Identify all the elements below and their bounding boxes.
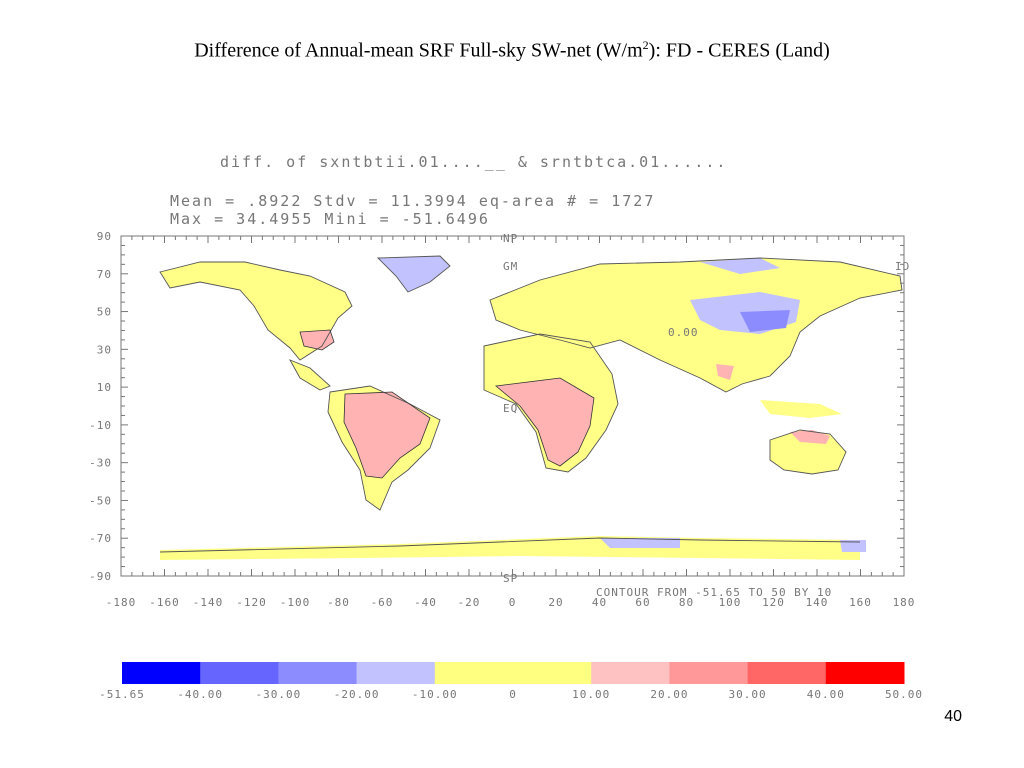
x-tick-label: -40 <box>414 596 437 609</box>
colorbar-label: 40.00 <box>807 688 845 701</box>
colorbar-swatch <box>513 662 592 684</box>
region-maritime-continent <box>760 400 842 418</box>
x-tick-label: 0 <box>509 596 517 609</box>
colorbar-swatch <box>356 662 436 684</box>
colorbar <box>122 662 905 684</box>
marker-sp: SP <box>503 572 518 585</box>
x-tick-label: 180 <box>893 596 916 609</box>
colorbar-label: -51.65 <box>99 688 145 701</box>
y-tick-labels: 90 70 50 30 10 -10 -30 -50 -70 -90 <box>89 230 112 583</box>
y-tick-label: 50 <box>97 306 112 319</box>
y-tick-label: -70 <box>89 532 112 545</box>
x-tick-label: 60 <box>635 596 650 609</box>
x-tick-label: 120 <box>762 596 785 609</box>
slide-title: Difference of Annual-mean SRF Full-sky S… <box>0 38 1024 63</box>
colorbar-swatch <box>825 662 905 684</box>
colorbar-swatch <box>747 662 827 684</box>
colorbar-label: 20.00 <box>650 688 688 701</box>
region-amazon-warm <box>344 392 430 478</box>
region-antarctica <box>160 536 860 560</box>
marker-np: NP <box>503 232 518 245</box>
x-tick-label: -140 <box>193 596 224 609</box>
colorbar-swatch <box>200 662 279 684</box>
colorbar-label: 0 <box>509 688 517 701</box>
map-shading <box>160 256 902 560</box>
page-number: 40 <box>944 708 962 725</box>
y-tick-label: -50 <box>89 494 112 507</box>
y-tick-label: 10 <box>97 381 112 394</box>
colorbar-swatch <box>278 662 358 684</box>
colorbar-swatch <box>591 662 670 684</box>
contour-lines <box>299 329 595 479</box>
x-tick-label: -20 <box>458 596 481 609</box>
region-antarctica-cool-edge <box>840 540 866 552</box>
marker-gm: GM <box>503 260 518 273</box>
contour-note: CONTOUR FROM -51.65 TO 50 BY 10 <box>596 586 832 599</box>
title-tail: ): FD - CERES (Land) <box>648 39 830 62</box>
region-asia-warm-patch <box>716 364 734 380</box>
marker-id: ID <box>895 260 910 273</box>
x-tick-label: -60 <box>371 596 394 609</box>
colorbar-label: 50.00 <box>885 688 923 701</box>
x-tick-label: -120 <box>236 596 267 609</box>
x-tick-label: -100 <box>280 596 311 609</box>
colorbar-swatch <box>669 662 749 684</box>
region-central-america <box>290 360 330 390</box>
stats-line-2: Max = 34.4955 Mini = -51.6496 <box>170 210 490 228</box>
region-central-africa-warm <box>496 378 594 466</box>
colorbar-label: 30.00 <box>729 688 767 701</box>
region-siberia-cool <box>700 258 780 274</box>
x-tick-label: 100 <box>719 596 742 609</box>
y-tick-label: -90 <box>89 570 112 583</box>
x-tick-label: -80 <box>327 596 350 609</box>
plot-header: diff. of sxntbtii.01....__ & srntbtca.01… <box>220 153 727 171</box>
x-tick-label: 160 <box>849 596 872 609</box>
title-main: Difference of Annual-mean SRF Full-sky S… <box>194 39 643 62</box>
region-tibet-cool <box>740 310 790 332</box>
x-tick-label: 140 <box>806 596 829 609</box>
y-tick-label: -10 <box>89 419 112 432</box>
frame-ticks <box>120 235 905 577</box>
x-tick-label: 40 <box>592 596 607 609</box>
colorbar-label: -40.00 <box>177 688 223 701</box>
y-tick-label: -30 <box>89 457 112 470</box>
contour-label: 0.00 <box>668 326 699 339</box>
x-tick-label: 80 <box>679 596 694 609</box>
title-superscript: 2 <box>642 38 649 52</box>
x-tick-label: -160 <box>149 596 180 609</box>
region-eurasia <box>490 258 902 392</box>
y-tick-label: 30 <box>97 343 112 356</box>
y-tick-label: 90 <box>97 230 112 243</box>
colorbar-label: 10.00 <box>572 688 610 701</box>
colorbar-swatch <box>122 662 201 684</box>
colorbar-label: -20.00 <box>334 688 380 701</box>
colorbar-label: -10.00 <box>412 688 458 701</box>
stats-line-1: Mean = .8922 Stdv = 11.3994 eq-area # = … <box>170 192 655 210</box>
colorbar-label: -30.00 <box>256 688 302 701</box>
x-tick-labels: -180 -160 -140 -120 -100 -80 -60 -40 -20 0 20 40 60 8… <box>106 596 916 609</box>
region-greenland <box>378 256 450 292</box>
colorbar-labels: -51.65 -40.00 -30.00 -20.00 -10.00 0 10.00 20.0… <box>99 688 923 701</box>
coastlines <box>159 255 903 553</box>
marker-eq: EQ <box>503 402 518 415</box>
colorbar-swatch <box>434 662 514 684</box>
y-tick-label: 70 <box>97 268 112 281</box>
x-tick-label: -180 <box>106 596 137 609</box>
region-antarctica-cool-patch <box>600 538 680 548</box>
x-tick-label: 20 <box>548 596 563 609</box>
region-australia-warm-edge <box>790 430 830 444</box>
region-us-southeast-warm <box>300 330 334 350</box>
